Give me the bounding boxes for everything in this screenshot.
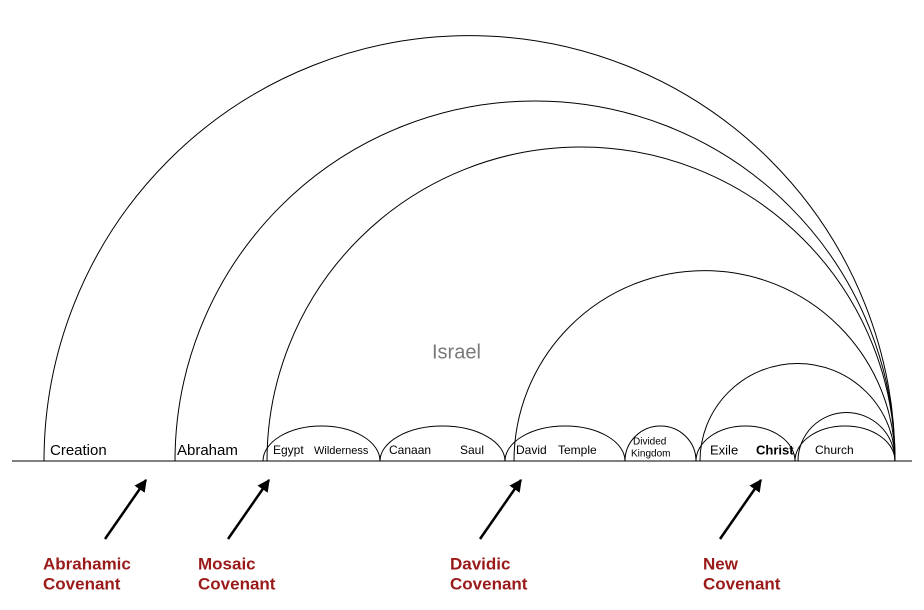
outer-arc xyxy=(175,101,895,461)
covenant-labels: AbrahamicCovenantMosaicCovenantDavidicCo… xyxy=(43,554,781,593)
timeline-label: Abraham xyxy=(177,442,238,459)
arrow-icon xyxy=(480,480,521,539)
covenant-arrows xyxy=(105,480,761,539)
covenant-name: Davidic xyxy=(450,554,510,573)
timeline-label: Canaan xyxy=(389,443,431,457)
timeline-label: Exile xyxy=(710,442,738,457)
timeline-labels: Creation Abraham Egypt Wilderness Canaan Saul… xyxy=(50,341,854,459)
covenant-name: New xyxy=(703,554,739,573)
covenant-word: Covenant xyxy=(703,574,781,593)
arrow-icon xyxy=(720,480,761,539)
timeline-label: Wilderness xyxy=(314,445,369,457)
israel-label: Israel xyxy=(432,341,481,363)
timeline-label: Christ xyxy=(756,442,794,457)
timeline-label: Creation xyxy=(50,442,107,459)
timeline-label: Church xyxy=(815,443,854,457)
timeline-label: David xyxy=(516,443,547,457)
outer-arc xyxy=(44,36,895,461)
arrow-icon xyxy=(105,480,146,539)
covenant-word: Covenant xyxy=(198,574,276,593)
timeline-label: Kingdom xyxy=(631,449,670,460)
covenant-name: Abrahamic xyxy=(43,554,131,573)
covenant-name: Mosaic xyxy=(198,554,256,573)
timeline-label: Temple xyxy=(558,443,597,457)
covenant-word: Covenant xyxy=(43,574,121,593)
timeline-label: Egypt xyxy=(273,443,304,457)
timeline-label: Divided xyxy=(633,437,666,448)
covenant-word: Covenant xyxy=(450,574,528,593)
arcs-layer xyxy=(44,36,895,461)
timeline-label: Saul xyxy=(460,443,484,457)
arrow-icon xyxy=(228,480,269,539)
